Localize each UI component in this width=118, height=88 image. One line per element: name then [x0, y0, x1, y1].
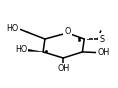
Text: HO: HO	[15, 45, 27, 54]
Text: OH: OH	[97, 48, 109, 57]
Text: HO: HO	[6, 24, 18, 33]
Text: S: S	[100, 34, 105, 44]
Text: OH: OH	[57, 64, 69, 73]
Polygon shape	[27, 49, 43, 52]
Text: O: O	[64, 27, 71, 36]
